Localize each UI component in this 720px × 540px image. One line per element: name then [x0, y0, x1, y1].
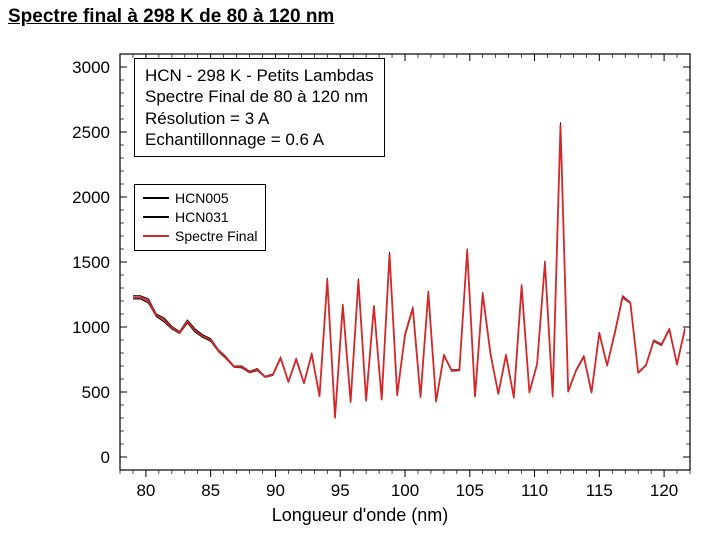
y-tick-label: 3000 — [72, 58, 110, 77]
legend-label: Spectre Final — [175, 227, 257, 246]
x-tick-label: 80 — [136, 481, 155, 500]
y-tick-label: 1500 — [72, 253, 110, 272]
legend-entry: Spectre Final — [143, 227, 257, 246]
annotation-line: HCN - 298 K - Petits Lambdas — [145, 65, 374, 86]
annotation-line: Echantillonnage = 0.6 A — [145, 129, 374, 150]
x-tick-label: 105 — [456, 481, 484, 500]
y-tick-label: 0 — [101, 448, 110, 467]
spectrum-chart: 80 85 90 95 100 105 110 115 120 0 500 1000 1500 2000 2… — [10, 40, 710, 530]
legend-swatch — [143, 235, 169, 237]
y-tick-label: 2000 — [72, 188, 110, 207]
x-tick-label: 120 — [650, 481, 678, 500]
x-tick-label: 100 — [391, 481, 419, 500]
x-tick-label: 110 — [521, 481, 548, 500]
annotation-line: Résolution = 3 A — [145, 108, 374, 129]
legend-label: HCN005 — [175, 189, 229, 208]
x-tick-label: 90 — [266, 481, 285, 500]
page-title: Spectre final à 298 K de 80 à 120 nm — [8, 6, 334, 28]
x-tick-label: 95 — [331, 481, 350, 500]
chart-annotation-box: HCN - 298 K - Petits LambdasSpectre Fina… — [134, 58, 385, 157]
y-tick-label: 1000 — [72, 318, 110, 337]
legend-entry: HCN031 — [143, 208, 257, 227]
x-tick-label: 85 — [201, 481, 220, 500]
legend-entry: HCN005 — [143, 189, 257, 208]
chart-legend: HCN005HCN031Spectre Final — [134, 184, 266, 251]
x-axis-label: Longueur d'onde (nm) — [10, 505, 710, 526]
annotation-line: Spectre Final de 80 à 120 nm — [145, 86, 374, 107]
x-tick-label: 115 — [586, 481, 613, 500]
y-tick-label: 500 — [82, 383, 110, 402]
legend-label: HCN031 — [175, 208, 229, 227]
y-tick-label: 2500 — [72, 123, 110, 142]
legend-swatch — [143, 216, 169, 218]
legend-swatch — [143, 197, 169, 199]
